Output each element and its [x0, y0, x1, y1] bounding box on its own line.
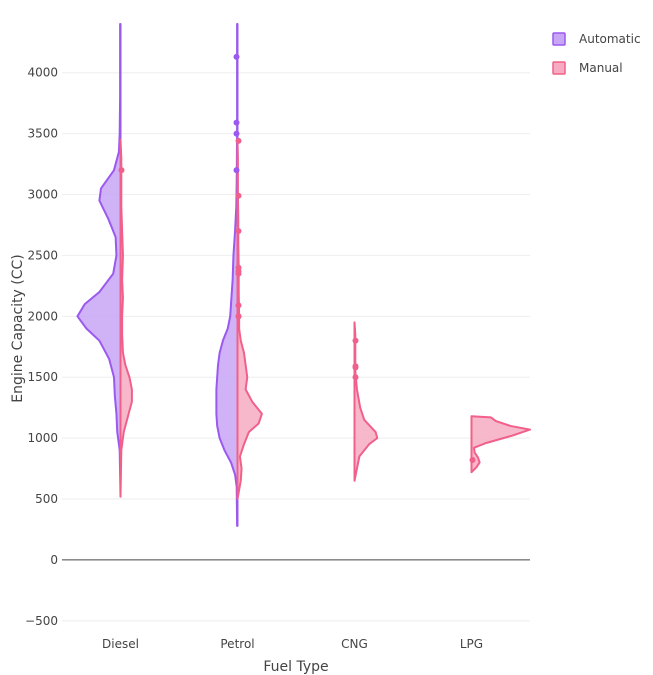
data-point-diesel-manual[interactable]: [118, 167, 125, 174]
legend-label: Manual: [579, 61, 623, 75]
data-point-petrol-manual[interactable]: [235, 192, 242, 199]
y-tick-label: 1500: [27, 370, 58, 384]
legend-label: Automatic: [579, 32, 641, 46]
legend-swatch: [552, 61, 566, 75]
x-axis-title: Fuel Type: [263, 659, 328, 675]
x-tick-label-lpg: LPG: [460, 637, 483, 651]
violin-petrol-automatic[interactable]: [215, 23, 239, 527]
gridlines: [62, 72, 530, 622]
y-tick-label: 2000: [27, 309, 58, 323]
data-point-petrol-manual[interactable]: [235, 228, 242, 235]
violin-cng-manual[interactable]: [353, 321, 379, 482]
x-tick-label-cng: CNG: [341, 637, 368, 651]
y-axis-title: Engine Capacity (CC): [10, 254, 26, 403]
data-point-petrol-manual[interactable]: [235, 302, 242, 309]
y-tick-label: −500: [25, 614, 58, 628]
legend-item-automatic[interactable]: Automatic: [552, 32, 641, 46]
data-point-cng-manual[interactable]: [352, 364, 359, 371]
points-layer: [118, 53, 476, 464]
data-point-petrol-manual[interactable]: [235, 270, 242, 277]
violin-petrol-manual[interactable]: [236, 138, 263, 501]
violin-layer: [76, 23, 531, 527]
data-point-petrol-manual[interactable]: [235, 313, 242, 320]
data-point-cng-manual[interactable]: [352, 374, 359, 381]
legend[interactable]: Automatic Manual: [552, 32, 641, 75]
violin-lpg-manual[interactable]: [470, 415, 531, 474]
data-point-petrol-automatic[interactable]: [233, 53, 240, 60]
violin-diesel-manual[interactable]: [119, 138, 133, 498]
y-tick-label: 1000: [27, 431, 58, 445]
y-tick-label: 3000: [27, 188, 58, 202]
x-tick-label-petrol: Petrol: [220, 637, 254, 651]
y-tick-label: 4000: [27, 66, 58, 80]
data-point-petrol-automatic[interactable]: [233, 130, 240, 137]
y-tick-label: 2500: [27, 248, 58, 262]
legend-item-manual[interactable]: Manual: [552, 61, 623, 75]
y-tick-labels: −500 0 500 1000 1500 2000 2500 3000 3500 4000: [25, 66, 58, 628]
y-tick-label: 0: [50, 553, 58, 567]
data-point-lpg-manual[interactable]: [469, 457, 476, 464]
legend-swatch: [552, 32, 566, 46]
y-tick-label: 500: [35, 492, 58, 506]
x-tick-label-diesel: Diesel: [102, 637, 139, 651]
data-point-cng-manual[interactable]: [352, 337, 359, 344]
data-point-petrol-manual[interactable]: [235, 137, 242, 144]
violin-diesel-automatic[interactable]: [76, 23, 122, 498]
data-point-petrol-automatic[interactable]: [233, 119, 240, 126]
x-tick-labels: Diesel Petrol CNG LPG: [102, 637, 483, 651]
y-tick-label: 3500: [27, 127, 58, 141]
data-point-petrol-automatic[interactable]: [233, 167, 240, 174]
